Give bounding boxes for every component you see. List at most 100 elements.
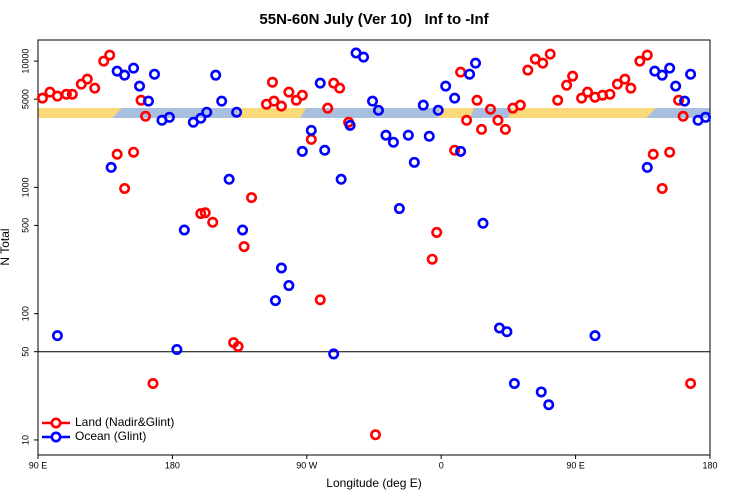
point xyxy=(656,69,668,81)
point xyxy=(647,148,659,160)
point xyxy=(268,95,280,107)
point xyxy=(314,77,326,89)
point xyxy=(178,224,190,236)
x-tick-label: 90 W xyxy=(296,460,318,470)
point xyxy=(677,110,689,122)
point xyxy=(210,69,222,81)
point xyxy=(393,203,405,215)
point xyxy=(36,92,48,104)
point xyxy=(89,82,101,94)
point xyxy=(589,330,601,342)
point xyxy=(582,86,594,98)
point xyxy=(119,183,131,195)
x-tick-label: 0 xyxy=(439,460,444,470)
point xyxy=(544,48,556,60)
point xyxy=(464,68,476,80)
y-tick-label: 50 xyxy=(20,347,30,357)
point xyxy=(514,99,526,111)
point xyxy=(470,57,482,69)
point xyxy=(449,144,461,156)
point xyxy=(314,294,326,306)
point xyxy=(611,78,623,90)
point xyxy=(163,111,175,123)
point xyxy=(358,51,370,63)
point xyxy=(700,111,712,123)
y-tick-label: 500 xyxy=(20,218,30,233)
chart-title: 55N-60N July (Ver 10) Inf to -Inf xyxy=(259,11,489,28)
point xyxy=(335,173,347,185)
point xyxy=(207,216,219,228)
point xyxy=(537,57,549,69)
point xyxy=(679,95,691,107)
point xyxy=(522,64,534,76)
point xyxy=(51,330,63,342)
point xyxy=(604,88,616,100)
x-axis-label: Longitude (deg E) xyxy=(326,476,421,490)
point xyxy=(535,386,547,398)
point xyxy=(105,161,117,173)
x-tick-label: 90 E xyxy=(29,460,48,470)
point xyxy=(408,156,420,168)
point xyxy=(402,129,414,141)
point xyxy=(367,95,379,107)
point xyxy=(484,103,496,115)
point xyxy=(195,112,207,124)
point xyxy=(471,94,483,106)
point xyxy=(147,377,159,389)
y-tick-label: 1000 xyxy=(20,177,30,197)
point xyxy=(246,192,258,204)
point xyxy=(237,224,249,236)
point xyxy=(380,129,392,141)
point xyxy=(461,114,473,126)
point xyxy=(275,262,287,274)
point xyxy=(283,280,295,292)
point xyxy=(199,207,211,219)
point xyxy=(104,49,116,61)
point xyxy=(372,104,384,116)
point xyxy=(238,241,250,253)
point xyxy=(387,136,399,148)
point xyxy=(111,148,123,160)
point xyxy=(140,110,152,122)
point xyxy=(60,88,72,100)
point xyxy=(322,102,334,114)
point xyxy=(81,73,93,85)
point xyxy=(51,90,63,102)
point xyxy=(283,86,295,98)
point xyxy=(328,348,340,360)
y-tick-label: 10000 xyxy=(20,49,30,74)
point xyxy=(171,344,183,356)
point xyxy=(492,114,504,126)
point xyxy=(641,49,653,61)
point xyxy=(673,94,685,106)
point xyxy=(275,100,287,112)
legend-label: Land (Nadir&Glint) xyxy=(75,415,174,429)
point xyxy=(561,79,573,91)
point xyxy=(66,88,78,100)
point xyxy=(449,92,461,104)
point xyxy=(201,106,213,118)
point xyxy=(369,429,381,441)
point xyxy=(476,123,488,135)
point xyxy=(455,66,467,78)
point xyxy=(266,76,278,88)
point xyxy=(305,133,317,145)
point xyxy=(128,62,140,74)
y-tick-label: 10 xyxy=(20,435,30,445)
point xyxy=(685,377,697,389)
point xyxy=(501,326,513,338)
point xyxy=(625,82,637,94)
point xyxy=(670,80,682,92)
point xyxy=(417,99,429,111)
y-axis-label: N Total xyxy=(0,228,12,265)
point xyxy=(543,399,555,411)
point xyxy=(656,183,668,195)
point xyxy=(269,295,281,307)
point xyxy=(508,377,520,389)
point xyxy=(664,62,676,74)
y-tick-label: 100 xyxy=(20,306,30,321)
legend-marker xyxy=(50,431,62,443)
y-tick-label: 5000 xyxy=(20,89,30,109)
point xyxy=(552,94,564,106)
